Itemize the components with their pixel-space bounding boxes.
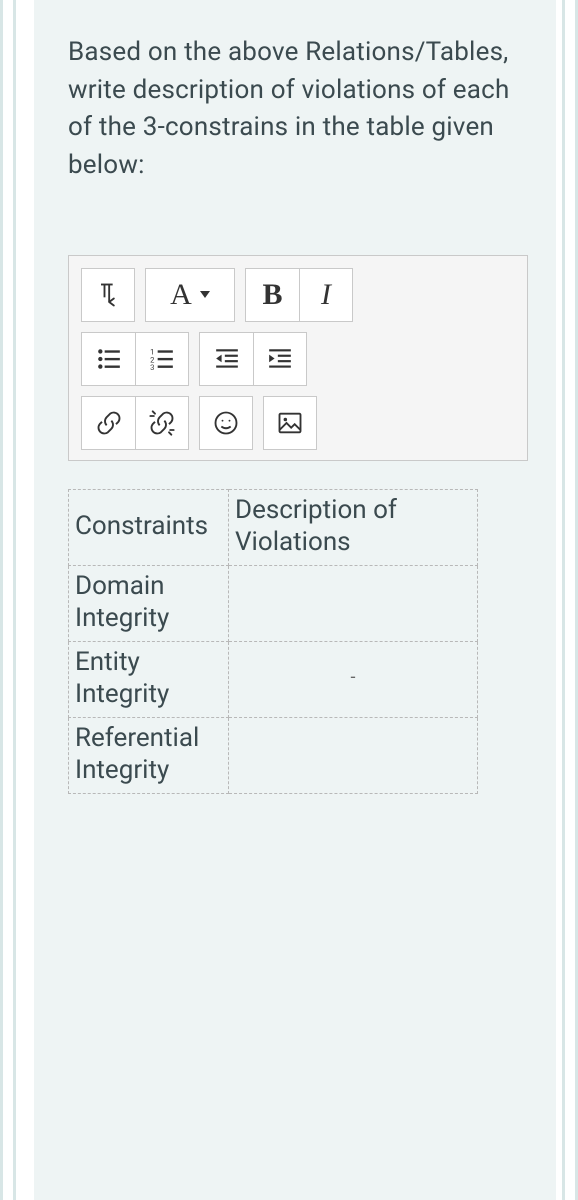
outdent-icon [214, 346, 240, 372]
editor-toolbar: A B I [68, 255, 528, 461]
constraint-value-cell[interactable] [229, 717, 478, 793]
constraints-table: Constraints Description of Violations Do… [68, 489, 478, 794]
outer-frame: Based on the above Relations/Tables, wri… [0, 0, 578, 1200]
constraint-label: Domain Integrity [69, 565, 229, 641]
table-header-row: Constraints Description of Violations [69, 489, 478, 565]
chevron-down-icon [200, 291, 210, 298]
outdent-button[interactable] [199, 332, 253, 386]
question-card: Based on the above Relations/Tables, wri… [34, 0, 556, 1200]
link-group [81, 396, 189, 450]
constraint-label: Entity Integrity [69, 641, 229, 717]
constraint-label: Referential Integrity [69, 717, 229, 793]
paragraph-arrow-icon [94, 281, 122, 309]
paragraph-direction-button[interactable] [81, 268, 135, 322]
table-header-description: Description of Violations [229, 489, 478, 565]
ordered-list-button[interactable]: 1 2 3 [135, 332, 189, 386]
text-style-group: B I [245, 268, 353, 322]
smiley-icon [212, 409, 240, 437]
table-row: Domain Integrity [69, 565, 478, 641]
toolbar-row-2: 1 2 3 [81, 332, 517, 386]
numbered-list-icon: 1 2 3 [149, 346, 175, 372]
table-row: Referential Integrity [69, 717, 478, 793]
toolbar-row-3 [81, 396, 517, 450]
mid-frame: Based on the above Relations/Tables, wri… [13, 0, 565, 1200]
toolbar-row-1: A B I [81, 268, 517, 322]
image-button[interactable] [263, 396, 317, 450]
italic-button[interactable]: I [299, 268, 353, 322]
question-prompt: Based on the above Relations/Tables, wri… [68, 34, 528, 185]
bold-button[interactable]: B [245, 268, 299, 322]
constraint-value-cell[interactable] [229, 565, 478, 641]
svg-text:3: 3 [150, 363, 154, 372]
table-header-constraints: Constraints [69, 489, 229, 565]
indent-icon [267, 346, 293, 372]
list-group: 1 2 3 [81, 332, 189, 386]
emoji-button[interactable] [199, 396, 253, 450]
link-button[interactable] [81, 396, 135, 450]
image-icon [276, 409, 304, 437]
indent-button[interactable] [253, 332, 307, 386]
bold-label: B [262, 278, 282, 312]
unlink-icon [148, 409, 176, 437]
indent-group [199, 332, 307, 386]
table-row: Entity Integrity - [69, 641, 478, 717]
unlink-button[interactable] [135, 396, 189, 450]
link-icon [95, 409, 123, 437]
unordered-list-button[interactable] [81, 332, 135, 386]
font-color-button[interactable]: A [145, 268, 235, 322]
italic-label: I [321, 278, 331, 312]
constraint-value-cell[interactable]: - [229, 641, 478, 717]
bullet-list-icon [96, 346, 122, 372]
font-color-label: A [170, 278, 192, 312]
